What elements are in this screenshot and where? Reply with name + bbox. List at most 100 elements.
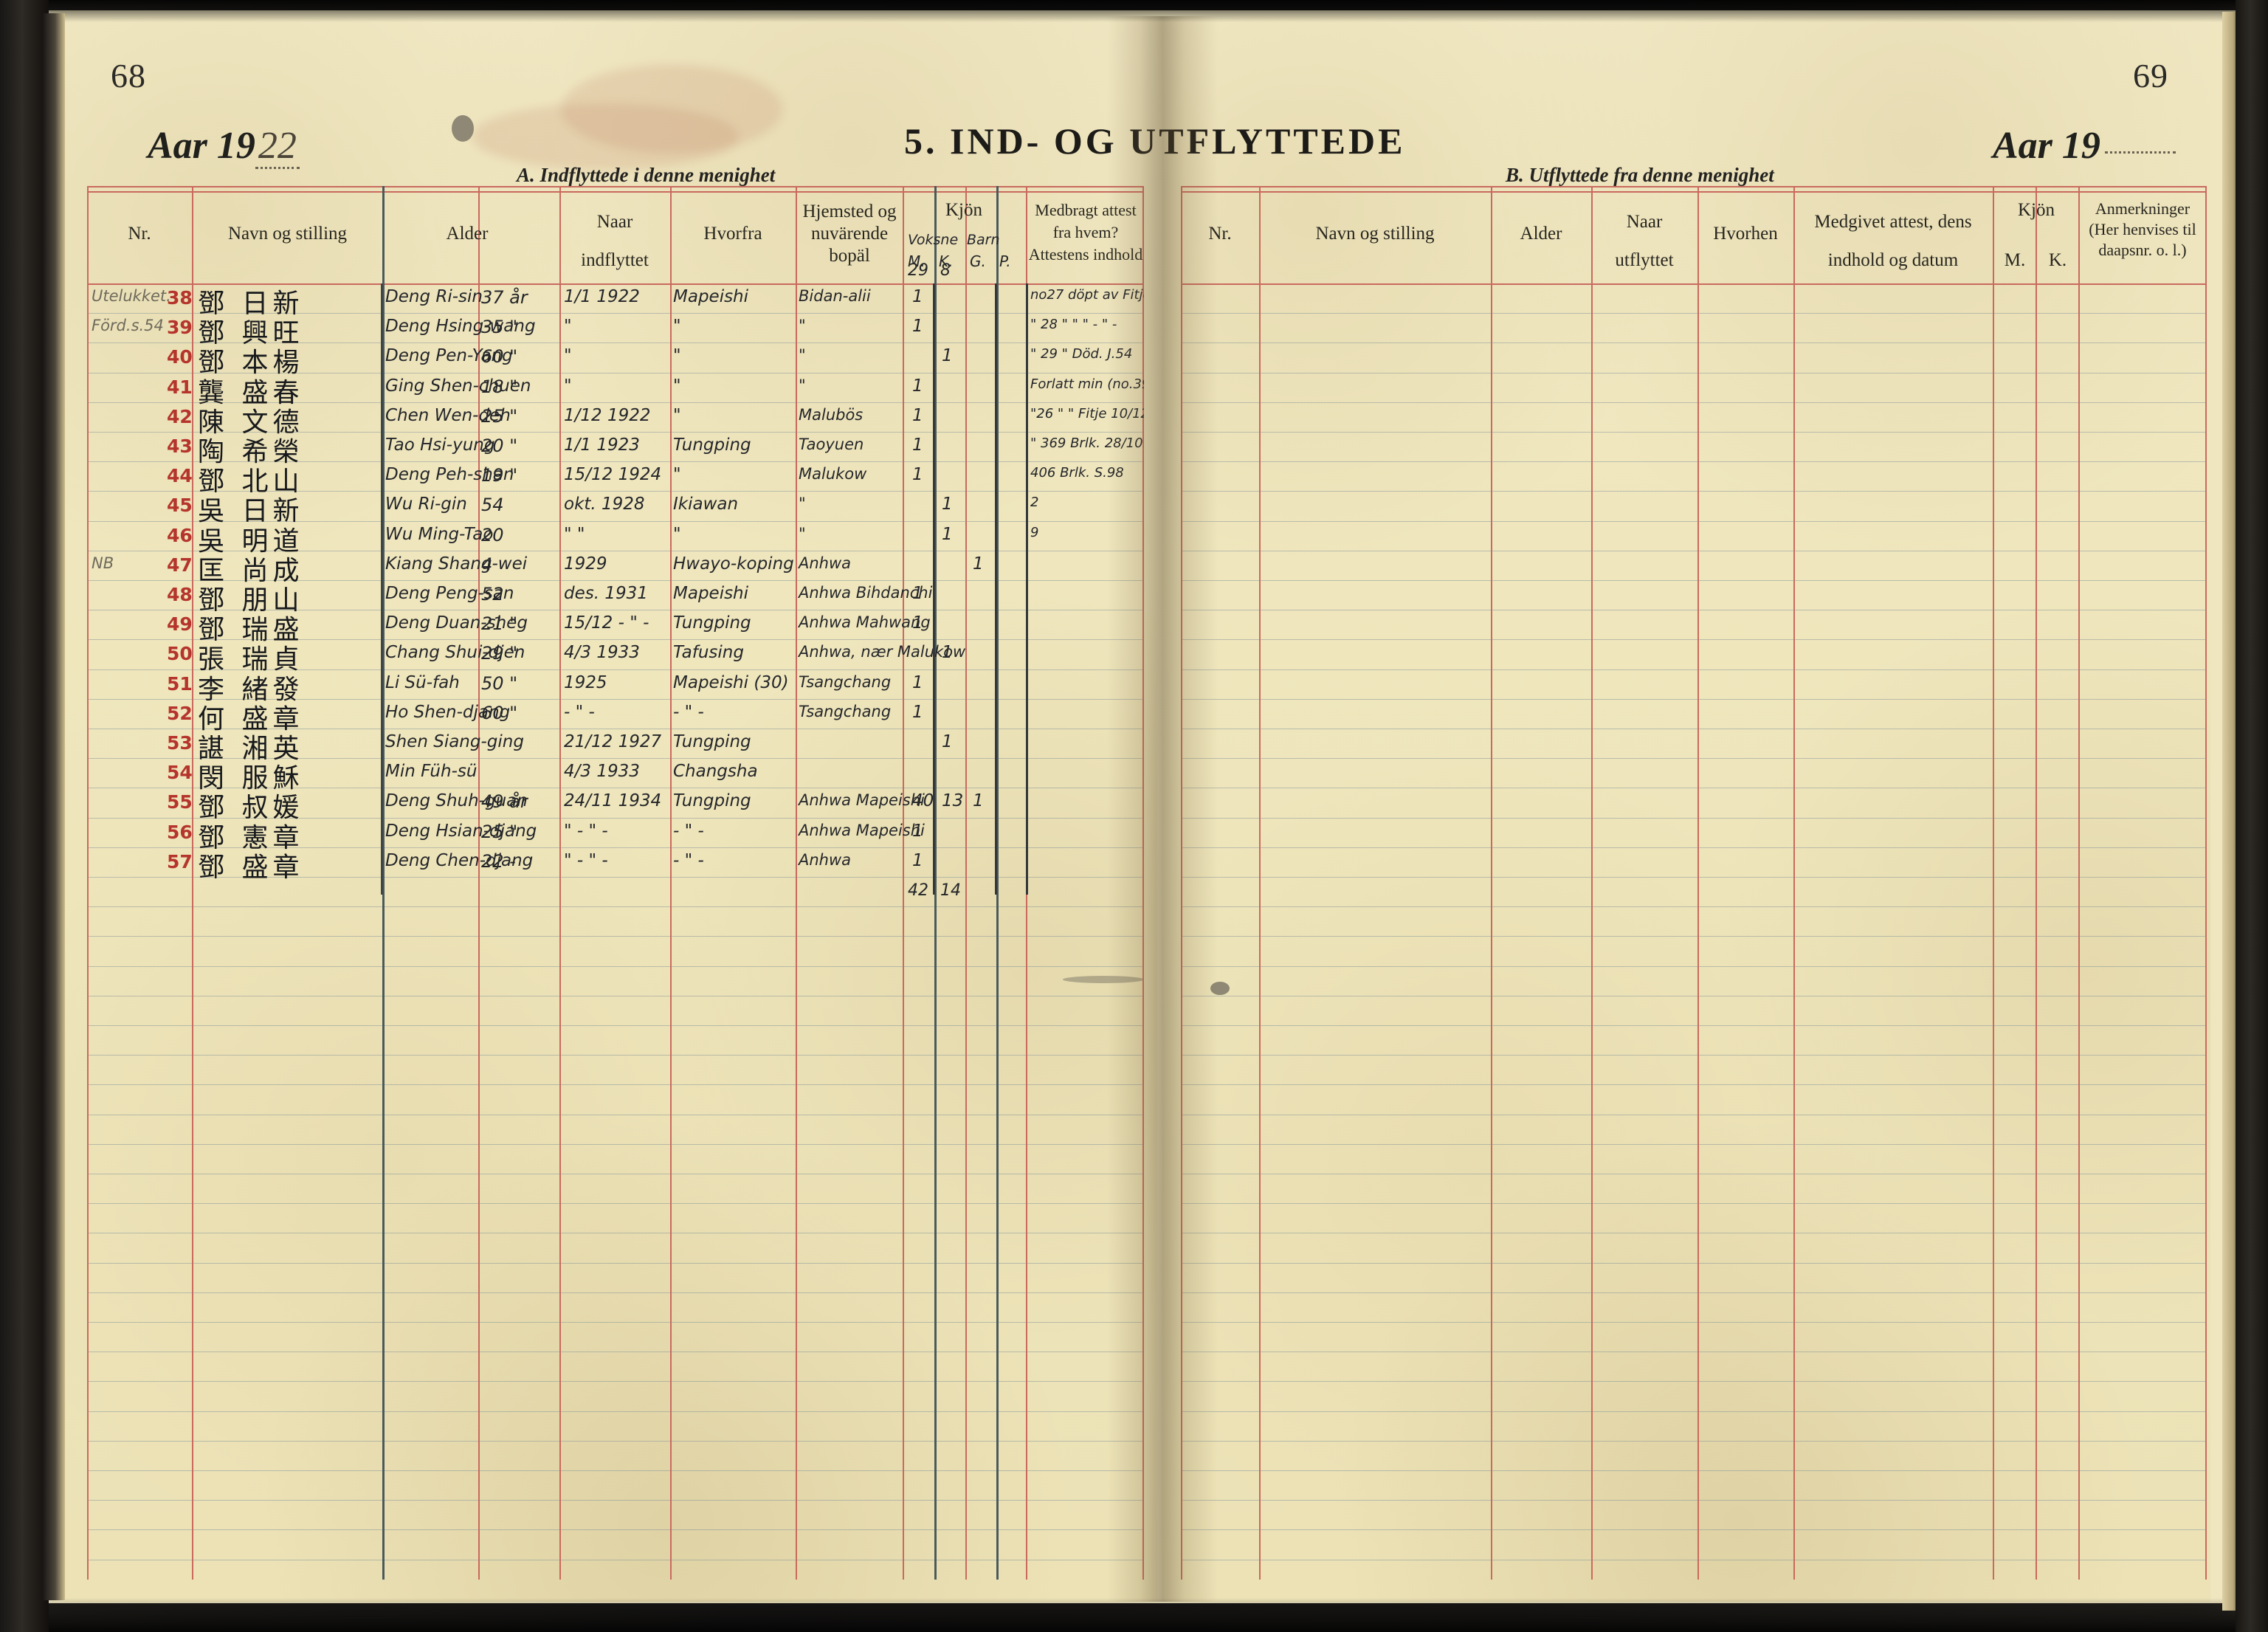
header-nr: Nr.	[1208, 224, 1232, 244]
column-rule-2	[1491, 186, 1492, 1580]
row-cjk-name: 陳 文德	[198, 407, 304, 438]
row-cjk-name: 鄧 朋山	[198, 585, 304, 616]
column-rule-7	[903, 186, 904, 1580]
row-romanized-name: Ging Shen-chuen	[385, 376, 531, 396]
page-edge-right	[2222, 12, 2238, 1611]
column-rule-6	[796, 186, 797, 1580]
kjon-p-label: P.	[999, 252, 1011, 270]
running-total-top-k: 8	[940, 261, 951, 280]
row-home: "	[799, 317, 806, 335]
row-rule	[87, 1262, 1144, 1264]
header-when-2: utflyttet	[1615, 250, 1674, 270]
header-when-2: indflyttet	[581, 250, 649, 270]
row-cjk-name: 匡 尚成	[198, 555, 304, 586]
row-nr: 50	[167, 643, 193, 665]
row-cjk-name: 吳 明道	[198, 526, 304, 557]
row-when: 24/11 1934	[564, 791, 662, 811]
kjon-m-label: M.	[908, 252, 926, 270]
row-from: Tungping	[673, 791, 751, 811]
column-rule-7	[2036, 186, 2037, 1580]
row-nr: 57	[167, 850, 193, 872]
table-top-rule-2	[87, 191, 1144, 193]
header-notes-1: Anmerkninger	[2095, 199, 2191, 218]
row-home: "	[799, 346, 806, 365]
row-age: 35 "	[481, 317, 518, 338]
row-nr: 43	[167, 435, 193, 457]
row-rule	[87, 1529, 1144, 1531]
row-rule	[1181, 1529, 2207, 1531]
kjon-voksne-label: Voksne	[908, 232, 959, 248]
year-value-left: 22	[255, 125, 300, 169]
row-home: Anhwa Mahwang	[799, 613, 931, 632]
header-sex-k: K.	[2048, 250, 2067, 270]
row-rule	[87, 432, 1144, 433]
column-rule-2	[382, 186, 385, 1580]
row-rule	[87, 877, 1144, 878]
row-home: Anhwa Mapeishi	[799, 791, 925, 810]
row-age: 20	[481, 524, 504, 545]
row-when: 1/1 1923	[564, 435, 640, 455]
row-rule	[1181, 1322, 2207, 1323]
row-nr: 53	[167, 732, 193, 754]
row-age: 18 "	[481, 376, 518, 397]
row-nr: 40	[167, 346, 193, 368]
row-margin-note: Utelukket.	[92, 287, 171, 305]
table-top-rule-1	[1181, 186, 2207, 187]
row-rule	[87, 342, 1144, 344]
attest-pen-stroke	[1026, 283, 1028, 895]
header-to: Hvorhen	[1713, 224, 1778, 244]
column-rule-3	[1591, 186, 1593, 1580]
row-from: - " -	[673, 821, 704, 841]
row-cjk-name: 鄧 盛章	[198, 852, 304, 883]
right-table: Nr. Navn og stilling Alder Naar utflyttet Hvo…	[1181, 186, 2207, 1580]
row-romanized-name: Deng Peh-shan	[385, 465, 514, 485]
column-rule-9	[965, 186, 967, 1580]
row-sex-m: 1	[912, 850, 923, 870]
row-cjk-name: 龔 盛春	[198, 377, 304, 408]
row-sex-k: 13	[942, 791, 964, 811]
row-rule	[87, 491, 1144, 492]
row-nr: 44	[167, 465, 193, 487]
row-sex-m: 1	[912, 613, 923, 633]
book-spine-left	[0, 0, 49, 1632]
row-age: 60 "	[481, 346, 518, 368]
row-romanized-name: Deng Peng-san	[385, 584, 514, 603]
row-sex-m: 1	[912, 702, 923, 722]
row-rule	[87, 1143, 1144, 1145]
column-rule-1	[1259, 186, 1261, 1580]
row-sex-g: 1	[973, 791, 984, 811]
running-total-bottom-m: 42	[908, 881, 928, 900]
row-nr: 49	[167, 613, 193, 636]
row-rule	[1181, 817, 2207, 819]
row-rule	[1181, 402, 2207, 403]
row-attest: " 369 Brlk. 28/10.20	[1030, 435, 1144, 451]
book-spine-left-inner	[43, 13, 65, 1600]
row-rule	[1181, 1500, 2207, 1501]
column-rule-5	[670, 186, 672, 1580]
row-rule	[1181, 1381, 2207, 1383]
row-romanized-name: Deng Shuh-guan	[385, 791, 528, 811]
year-heading-right: Aar 19	[1993, 124, 2176, 168]
row-from: Tungping	[673, 732, 751, 751]
row-when: 1929	[564, 554, 607, 574]
row-attest: " 28 " " " - " -	[1030, 317, 1117, 333]
row-cjk-name: 鄧 叔媛	[198, 793, 304, 824]
row-rule	[1181, 1262, 2207, 1264]
row-nr: 46	[167, 524, 193, 546]
row-from: "	[673, 524, 681, 544]
row-home: Malukow	[799, 465, 867, 483]
row-rule	[87, 698, 1144, 700]
row-rule	[1181, 669, 2207, 670]
row-home: Tsangchang	[799, 672, 892, 691]
row-when: " - " -	[564, 850, 608, 870]
row-rule	[1181, 698, 2207, 700]
column-rule-8	[2078, 186, 2080, 1580]
row-home: Tsangchang	[799, 702, 892, 720]
row-romanized-name: Min Füh-sü	[385, 762, 478, 782]
row-rule	[87, 906, 1144, 908]
row-age: 25 "	[481, 821, 518, 842]
row-age: 21 "	[481, 613, 518, 635]
header-when-1: Naar	[1626, 212, 1663, 232]
ink-streak-bottom	[1063, 976, 1144, 983]
